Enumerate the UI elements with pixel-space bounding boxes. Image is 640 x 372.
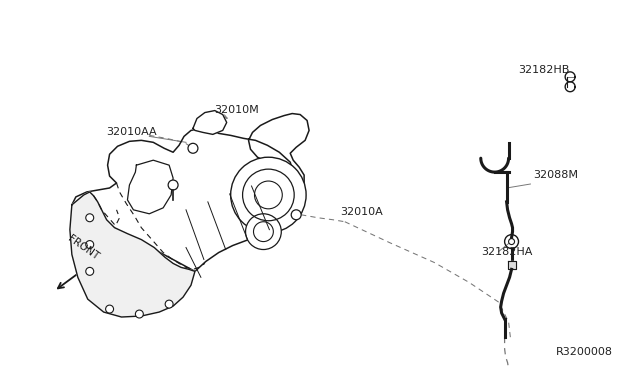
Circle shape [230,157,306,232]
Circle shape [86,214,93,222]
Circle shape [136,310,143,318]
Text: 32088M: 32088M [533,170,579,180]
Circle shape [291,210,301,220]
Text: 32010AA: 32010AA [107,127,157,137]
Circle shape [509,238,515,244]
Polygon shape [70,192,195,317]
Text: R3200008: R3200008 [556,347,613,357]
Circle shape [168,180,178,190]
Circle shape [188,143,198,153]
Circle shape [165,300,173,308]
Circle shape [86,241,93,248]
Circle shape [246,214,282,250]
Polygon shape [193,110,227,134]
Text: 32182HA: 32182HA [481,247,532,257]
Circle shape [86,267,93,275]
Circle shape [106,305,113,313]
Text: 32010M: 32010M [214,105,259,115]
Text: 32182HB: 32182HB [518,65,570,75]
Text: 32010A: 32010A [340,207,383,217]
Text: FRONT: FRONT [66,233,100,262]
Polygon shape [72,113,309,271]
Polygon shape [508,262,516,269]
